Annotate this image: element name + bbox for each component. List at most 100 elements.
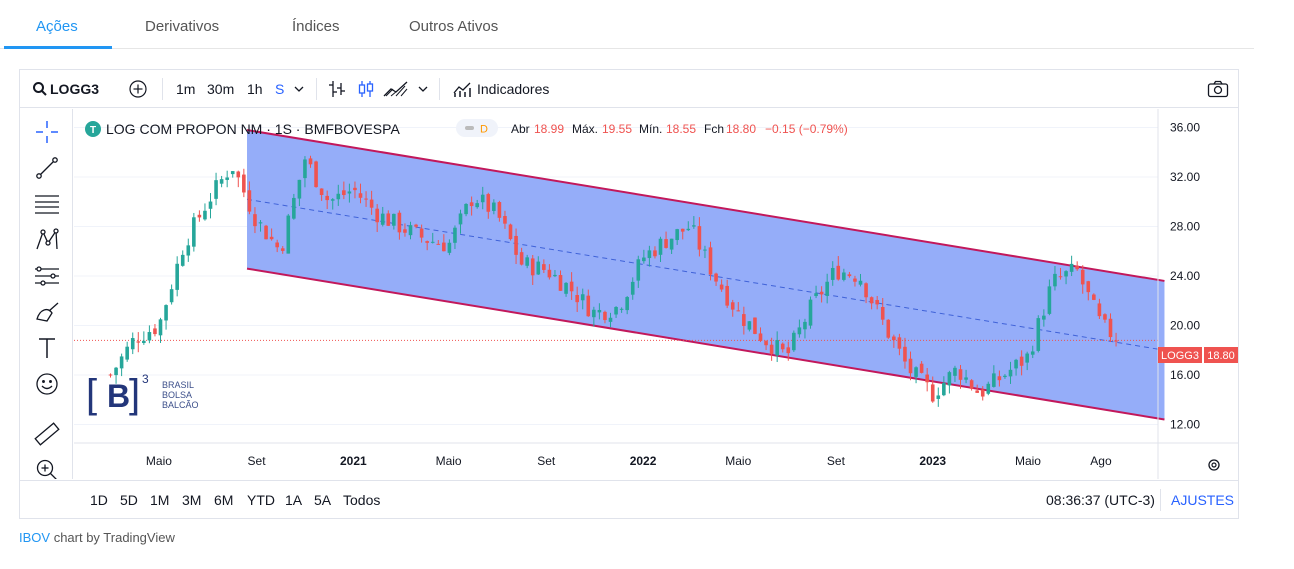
area-style-icon[interactable] xyxy=(383,80,409,98)
candle-body xyxy=(247,190,252,212)
candle-body xyxy=(1075,265,1079,270)
candle-body xyxy=(497,202,502,218)
range-3m[interactable]: 3M xyxy=(182,492,202,508)
emoji-icon[interactable] xyxy=(34,371,60,397)
fib-retracement-icon[interactable] xyxy=(34,191,60,217)
watermark-logo-bracket-left: [ xyxy=(86,372,97,416)
prediction-icon[interactable] xyxy=(34,263,60,289)
adjustments-button[interactable]: AJUSTES xyxy=(1171,492,1235,508)
candle-body xyxy=(819,291,824,295)
candle-body xyxy=(492,202,496,211)
candle-body xyxy=(842,272,846,280)
interval-30m[interactable]: 30m xyxy=(207,81,235,97)
candle-body xyxy=(1080,269,1085,285)
candle-body xyxy=(936,395,941,399)
compare-add-icon[interactable] xyxy=(129,80,147,98)
candle-body xyxy=(542,264,546,270)
candle-body xyxy=(503,216,507,224)
candle-body xyxy=(519,252,524,265)
candle-body xyxy=(792,332,796,351)
range-6m[interactable]: 6M xyxy=(214,492,234,508)
crosshair-icon[interactable] xyxy=(34,119,60,145)
market-tabs: Ações Derivativos Índices Outros Ativos xyxy=(0,0,1254,49)
search-icon[interactable] xyxy=(32,81,48,97)
text-tool-icon[interactable] xyxy=(34,335,60,361)
x-tick-label: Set xyxy=(537,454,556,468)
low-label: Mín. xyxy=(639,122,662,136)
channel-upper-line xyxy=(246,129,1165,282)
candle-body xyxy=(836,265,841,280)
candle-body xyxy=(1019,356,1024,366)
range-5a[interactable]: 5A xyxy=(314,492,332,508)
candle-body xyxy=(1103,314,1107,320)
ibov-link[interactable]: IBOV xyxy=(19,530,51,545)
candle-body xyxy=(1014,359,1018,369)
tab-outros-ativos[interactable]: Outros Ativos xyxy=(409,18,499,35)
candle-body xyxy=(214,180,218,199)
indicators-button[interactable]: Indicadores xyxy=(477,81,550,97)
candle-body xyxy=(803,321,807,330)
price-chart[interactable]: [ B ] 3 BRASIL BOLSA BALCÃO 36.00 32.00 28… xyxy=(74,109,1238,479)
candle-body xyxy=(986,383,991,394)
time-axis[interactable]: Maio Set 2021 Maio Set 2022 Maio Set 2023 Maio Ago xyxy=(146,454,1112,468)
tab-derivativos[interactable]: Derivativos xyxy=(145,18,220,35)
candle-body xyxy=(658,238,663,255)
delay-badge-dash xyxy=(465,126,474,130)
candle-body xyxy=(864,283,868,298)
timezone-clock[interactable]: 08:36:37 (UTC-3) xyxy=(1046,492,1155,508)
symbol-title[interactable]: LOG COM PROPON NM · 1S · BMFBOVESPA xyxy=(106,121,400,137)
range-1a[interactable]: 1A xyxy=(285,492,303,508)
camera-icon[interactable] xyxy=(1207,80,1229,98)
candle-body xyxy=(169,289,174,303)
candle-body xyxy=(958,369,963,380)
candle-body xyxy=(369,199,374,208)
interval-1m[interactable]: 1m xyxy=(176,81,196,97)
candle-body xyxy=(442,242,446,252)
tab-acoes[interactable]: Ações xyxy=(36,18,78,35)
candle-body xyxy=(397,212,402,233)
range-1m[interactable]: 1M xyxy=(150,492,170,508)
regression-channel[interactable] xyxy=(74,129,1165,421)
candle-body xyxy=(592,309,596,318)
pattern-icon[interactable] xyxy=(34,227,60,253)
range-1d[interactable]: 1D xyxy=(90,492,108,508)
bars-style-icon[interactable] xyxy=(328,79,346,99)
delay-badge[interactable] xyxy=(456,119,498,137)
candle-body xyxy=(1030,351,1035,355)
brush-icon[interactable] xyxy=(34,299,60,325)
candle-body xyxy=(297,179,302,199)
interval-s[interactable]: S xyxy=(275,81,285,97)
candle-body xyxy=(636,259,641,281)
indicators-icon[interactable] xyxy=(452,80,472,98)
tab-indices[interactable]: Índices xyxy=(292,18,340,35)
candle-body xyxy=(964,377,968,380)
price-axis[interactable]: 36.00 32.00 28.00 24.00 20.00 16.00 12.00 xyxy=(74,109,1238,479)
candle-body xyxy=(764,341,768,346)
chart-settings-icon[interactable] xyxy=(1208,459,1220,471)
ruler-icon[interactable] xyxy=(34,421,60,447)
chevron-down-icon[interactable] xyxy=(418,86,428,93)
candle-body xyxy=(108,374,113,376)
chart-widget: LOGG3 1m 30m 1h S Indicadores xyxy=(19,69,1239,519)
candle-body xyxy=(1108,318,1113,338)
range-5d[interactable]: 5D xyxy=(120,492,138,508)
candle-body xyxy=(1008,369,1013,377)
candle-body xyxy=(858,280,863,285)
candles-style-icon[interactable] xyxy=(357,79,375,99)
candle-body xyxy=(330,199,335,201)
trend-line-icon[interactable] xyxy=(34,155,60,181)
candle-body xyxy=(264,225,268,240)
range-todos[interactable]: Todos xyxy=(343,492,381,508)
candle-body xyxy=(853,278,857,282)
chevron-down-icon[interactable] xyxy=(294,86,304,93)
range-ytd[interactable]: YTD xyxy=(247,492,275,508)
range-bar: 1D 5D 1M 3M 6M YTD 1A 5A Todos 08:36:37 … xyxy=(20,480,1238,518)
price-tag-symbol: LOGG3 xyxy=(1161,350,1199,362)
candle-body xyxy=(225,177,229,180)
candle-body xyxy=(458,213,463,225)
candle-body xyxy=(558,275,563,291)
interval-1h[interactable]: 1h xyxy=(247,81,263,97)
zoom-in-icon[interactable] xyxy=(34,457,60,479)
price-tag-symbol-bg xyxy=(1158,347,1202,363)
symbol-search[interactable]: LOGG3 xyxy=(50,81,100,97)
